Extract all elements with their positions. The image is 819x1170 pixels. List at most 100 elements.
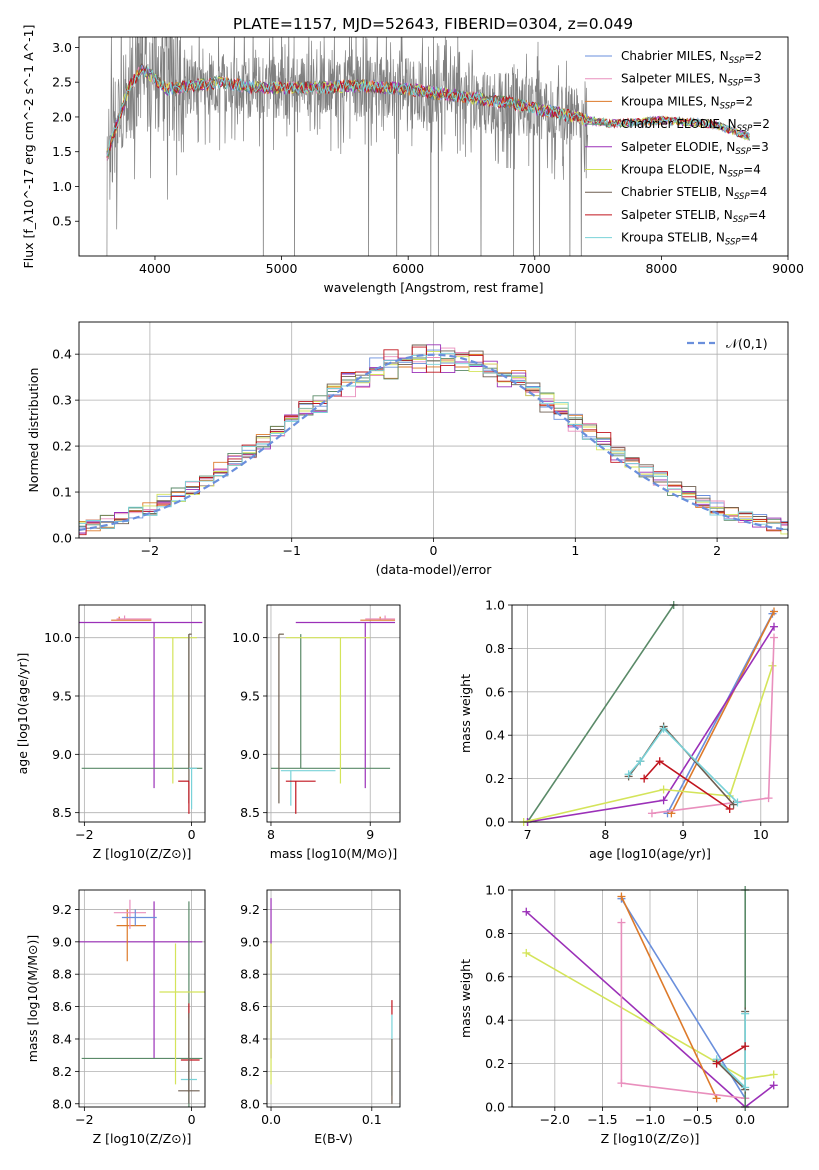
x-tick-label: −1.5 [587,1112,617,1127]
x-tick-label: −0.5 [682,1112,712,1127]
x-tick-label: −2.0 [540,1112,570,1127]
legend-label: Salpeter STELIB, NSSP=4 [621,208,766,225]
y-tick-label: 0.1 [52,485,72,500]
plus-marker [640,774,649,783]
y-axis-label: mass [log10(M/M⊙)] [25,935,40,1063]
y-axis-label: age [log10(age/yr)] [15,653,30,775]
x-axis-label: wavelength [Angstrom, rest frame] [323,280,543,295]
errorbar-point [79,621,203,789]
y-axis-label: mass weight [458,674,473,753]
errorbar-point [178,1013,200,1104]
legend-subscript: SSP [725,238,741,248]
legend-subscript: SSP [733,215,749,225]
plus-marker [769,1081,778,1090]
y-axis-label: mass weight [458,959,473,1038]
series-line [716,1045,746,1065]
y-tick-label: 8.4 [240,1031,260,1046]
x-tick-label: −1.0 [635,1112,665,1127]
series-line [666,613,774,814]
legend-count: =2 [735,94,753,108]
plus-marker [741,1083,750,1092]
y-tick-label: 10.0 [232,630,260,645]
x-tick-label: 2 [713,543,721,558]
plus-marker [712,1059,721,1068]
y-tick-label: 9.0 [240,747,260,762]
y-tick-label: 9.5 [52,689,72,704]
x-tick-label: 7 [524,827,532,842]
x-axis-label: Z [log10(Z/Z⊙)] [93,1131,192,1146]
y-tick-label: 8.0 [52,1096,72,1111]
legend-count: =2 [744,49,762,63]
age_vs_Z-frame [78,604,206,823]
plus-marker [659,785,668,794]
x-tick-label: 0 [188,1112,196,1127]
y-tick-label: 9.2 [52,902,72,917]
x-tick-label: 0.1 [362,1112,382,1127]
y-tick-label: 0.5 [52,214,72,229]
y-tick-label: 8.2 [52,1064,72,1079]
legend-label: Kroupa STELIB, NSSP=4 [621,231,758,248]
plus-marker [770,633,779,642]
y-tick-label: 8.2 [240,1064,260,1079]
legend-subscript: SSP [734,192,750,202]
plus-marker [624,770,633,779]
x-tick-label: 0.0 [735,1112,755,1127]
legend-label: Chabrier ELODIE, NSSP=2 [621,117,770,134]
y-tick-label: 9.0 [52,747,72,762]
age_vs_Z-axes: −2 0 8.5 9.0 9.5 10.0 Z [log10(Z/Z⊙)] age [log1… [15,605,205,861]
series-line [670,611,775,814]
legend-count: =3 [743,72,761,86]
x-tick-label: 9000 [772,261,804,276]
x-tick-label: 4000 [139,261,171,276]
plus-marker [770,607,779,616]
errorbar-point [81,901,203,1107]
y-tick-label: 2.0 [52,109,72,124]
errorbar-point [280,770,336,806]
age_vs_mass-axes: 8 9 8.5 9.0 9.5 10.0 mass [log10(M/M⊙)] [232,605,400,861]
y-tick-label: 0.2 [52,439,72,454]
errorbar-point [159,943,205,1085]
y-tick-label: 0.0 [52,531,72,546]
legend-count: =4 [743,163,761,177]
x-tick-label: 5000 [266,261,298,276]
model-line [106,67,750,157]
data-spectrum [106,37,589,256]
plus-marker [655,757,664,766]
plus-marker [712,1094,721,1103]
legend-label: Kroupa MILES, NSSP=2 [621,94,753,111]
legend-subscript: SSP [737,124,753,134]
plus-marker [725,791,734,800]
plus-marker [522,948,531,957]
age_vs_mass-frame [266,604,401,823]
weight_vs_age-frame [511,604,789,823]
histogram-series [79,354,788,532]
x-tick-label: 6000 [392,261,424,276]
legend-subscript: SSP [728,170,744,180]
errorbar-point [154,637,197,784]
mass_vs_ebv-frame [266,889,401,1108]
spectrum-legend: Chabrier MILES, NSSP=2 Salpeter MILES, NS… [585,49,770,248]
x-axis-label: (data-model)/error [376,562,493,577]
legend-label: Chabrier MILES, NSSP=2 [621,49,762,66]
x-tick-label: −2 [75,1112,93,1127]
series-line [716,1011,747,1092]
plus-marker [617,918,626,927]
legend-subscript: SSP [729,56,745,66]
weight_vs_Z-axes: −2.0 −1.5 −1.0 −0.5 0.0 0.0 0.2 0.4 0.6 0.8 1.0 Z [… [458,883,788,1146]
mass_vs_Z-frame [78,889,206,1108]
y-tick-label: 0.8 [485,641,505,656]
residuals-frame [78,321,789,539]
y-tick-label: 0.2 [485,771,505,786]
plus-marker [617,1079,626,1088]
errorbar-point [79,901,203,1059]
errorbar-point [270,634,391,769]
spectrum-frame [78,36,789,257]
plus-marker [733,798,742,807]
y-tick-label: 8.8 [240,967,260,982]
errorbar-point [178,780,190,814]
x-tick-label: 9 [679,827,687,842]
y-tick-label: 0.4 [485,1013,505,1028]
series-line [526,605,675,822]
model-line [106,65,750,157]
weight_vs_age-axes: 7 8 9 10 0.0 0.2 0.4 0.6 0.8 1.0 age [log10(age/yr… [458,598,788,861]
